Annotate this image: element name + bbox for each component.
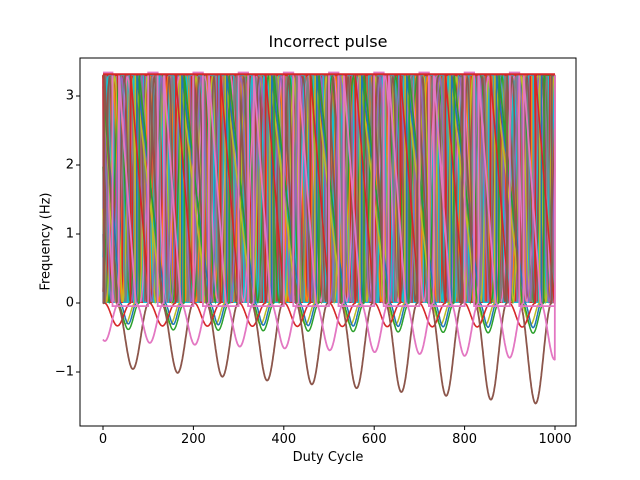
chart-title: Incorrect pulse <box>268 32 388 51</box>
data-series-group <box>102 71 556 405</box>
y-tick-label: 2 <box>65 157 74 173</box>
reference-pulse-series <box>103 71 555 307</box>
undershoot-sine-series <box>102 74 555 335</box>
y-tick-label: −1 <box>54 364 74 380</box>
x-tick-label: 200 <box>180 432 206 447</box>
undershoot-sine-series <box>102 74 555 405</box>
axes <box>76 57 577 430</box>
axes-spines-and-ticks <box>76 57 577 430</box>
x-tick-label: 1000 <box>538 432 572 447</box>
x-tick-label: 600 <box>361 432 387 447</box>
undershoot-sine-series <box>102 75 556 361</box>
y-tick-label: 1 <box>65 226 74 242</box>
x-tick-label: 400 <box>271 432 297 447</box>
y-tick-label: 3 <box>65 88 74 104</box>
x-tick-label: 800 <box>452 432 478 447</box>
x-axis-label: Duty Cycle <box>292 450 364 465</box>
y-tick-label: 0 <box>65 295 74 311</box>
x-tick-label: 0 <box>98 432 108 447</box>
